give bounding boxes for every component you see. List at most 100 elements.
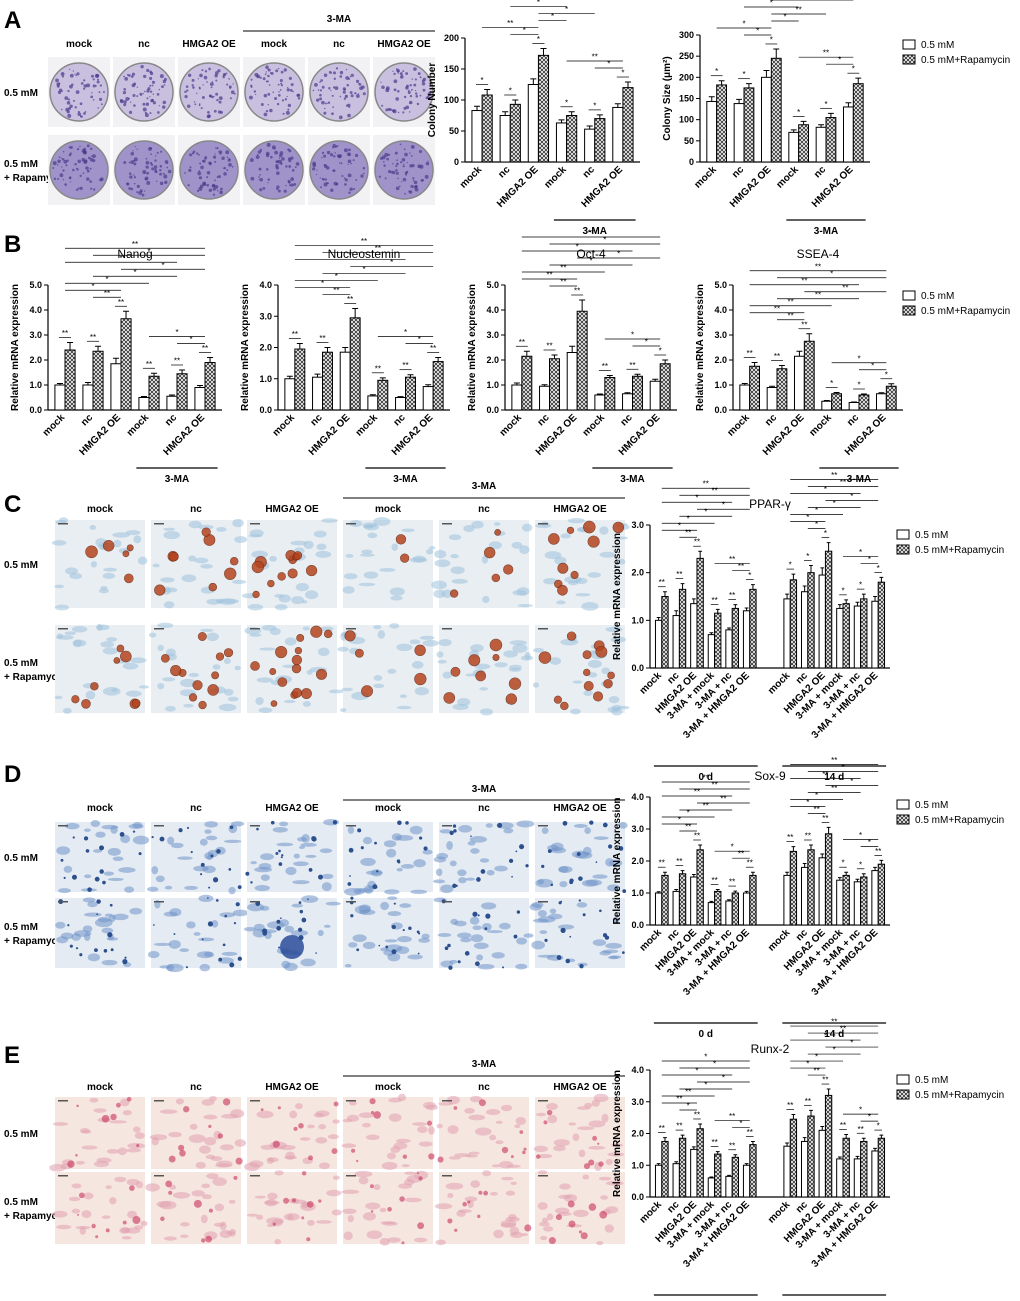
colony bbox=[259, 148, 262, 151]
error-bar bbox=[708, 96, 715, 102]
cell bbox=[210, 1156, 223, 1162]
cell bbox=[52, 1122, 69, 1126]
cell bbox=[414, 1237, 428, 1243]
colony bbox=[75, 90, 80, 94]
bracket-label: ** bbox=[676, 1094, 682, 1103]
bar bbox=[422, 386, 434, 411]
y-tick-label: 2.0 bbox=[631, 568, 644, 578]
significance-label: * bbox=[852, 65, 855, 74]
bracket-label: * bbox=[806, 798, 809, 807]
calcium bbox=[399, 1196, 405, 1202]
cell bbox=[124, 886, 135, 893]
matrix bbox=[452, 824, 457, 828]
cell bbox=[313, 530, 327, 538]
cell bbox=[366, 1230, 383, 1240]
colony bbox=[347, 159, 352, 164]
colony bbox=[399, 161, 403, 164]
cell bbox=[80, 1129, 92, 1134]
calcium bbox=[217, 1133, 224, 1139]
colony bbox=[312, 89, 315, 92]
error-bar bbox=[435, 357, 442, 362]
row-label: 0.5 mM bbox=[4, 658, 38, 669]
significance-label: * bbox=[841, 859, 844, 868]
cell bbox=[305, 590, 319, 600]
error-bar bbox=[733, 1154, 738, 1158]
y-tick-label: 1.0 bbox=[29, 380, 42, 390]
cell bbox=[137, 556, 148, 565]
colony bbox=[344, 183, 347, 186]
matrix bbox=[102, 880, 106, 885]
colony bbox=[193, 101, 196, 103]
matrix bbox=[270, 820, 275, 825]
colony bbox=[197, 171, 202, 176]
error-bar bbox=[791, 846, 796, 852]
colony bbox=[270, 71, 274, 75]
matrix bbox=[562, 820, 568, 826]
bar bbox=[731, 607, 740, 669]
cell bbox=[367, 532, 378, 539]
bracket-label: ** bbox=[694, 788, 700, 797]
cell bbox=[318, 1162, 330, 1170]
cell bbox=[485, 823, 493, 828]
lipid bbox=[548, 533, 560, 545]
group-label: 3-MA bbox=[165, 474, 189, 485]
cell bbox=[384, 939, 398, 943]
bar bbox=[584, 128, 596, 163]
lipid bbox=[120, 650, 132, 663]
colony bbox=[256, 154, 259, 156]
colony bbox=[328, 71, 332, 74]
bar bbox=[836, 607, 844, 669]
colony bbox=[214, 160, 217, 163]
bar bbox=[760, 76, 772, 163]
colony bbox=[294, 166, 297, 169]
error-bar bbox=[785, 593, 789, 599]
bracket-label: * bbox=[678, 522, 681, 531]
lipid bbox=[71, 695, 80, 704]
significance-label: ** bbox=[602, 362, 608, 371]
colony bbox=[133, 176, 137, 179]
colony bbox=[348, 154, 351, 157]
x-tick-label: mock bbox=[726, 412, 753, 439]
lipid bbox=[160, 653, 170, 663]
bar bbox=[110, 363, 122, 411]
cell bbox=[51, 1210, 68, 1218]
lipid bbox=[229, 556, 239, 566]
colony bbox=[262, 186, 266, 190]
cell bbox=[253, 923, 265, 931]
calcium bbox=[318, 1199, 322, 1203]
colony bbox=[142, 169, 147, 174]
colony bbox=[323, 164, 326, 167]
error-bar bbox=[530, 78, 537, 85]
lipid bbox=[566, 631, 577, 641]
colony bbox=[184, 172, 186, 174]
error-bar bbox=[733, 604, 738, 609]
calcium bbox=[168, 1155, 176, 1163]
bracket-label: * bbox=[133, 268, 136, 277]
colony bbox=[166, 166, 169, 169]
matrix bbox=[208, 886, 211, 889]
colony bbox=[265, 168, 269, 171]
scale-bar bbox=[250, 825, 260, 827]
colony bbox=[416, 102, 420, 106]
matrix bbox=[599, 909, 602, 913]
colony bbox=[280, 82, 283, 85]
colony bbox=[265, 71, 268, 73]
group-label: 3-MA bbox=[620, 474, 644, 485]
cell bbox=[219, 1221, 227, 1231]
colony bbox=[86, 169, 90, 173]
significance-label: ** bbox=[822, 1076, 828, 1085]
lipid bbox=[215, 652, 225, 661]
bar bbox=[725, 1175, 733, 1198]
x-tick-label: mock bbox=[808, 412, 835, 439]
bar bbox=[194, 387, 206, 411]
colony bbox=[267, 68, 271, 72]
cell bbox=[341, 1143, 357, 1148]
colony bbox=[69, 152, 72, 155]
lipid bbox=[582, 650, 592, 660]
column-label: nc bbox=[138, 39, 150, 50]
cell bbox=[457, 932, 472, 939]
bar bbox=[64, 349, 76, 411]
scale-bar bbox=[154, 1175, 164, 1177]
matrix bbox=[595, 861, 598, 863]
cell bbox=[319, 848, 333, 854]
